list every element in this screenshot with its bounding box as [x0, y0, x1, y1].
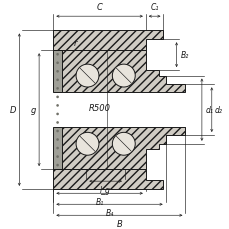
Text: R500: R500	[88, 104, 110, 112]
Text: B₁: B₁	[95, 197, 103, 206]
Circle shape	[56, 155, 59, 158]
Text: D: D	[10, 106, 16, 115]
Circle shape	[76, 65, 98, 88]
Text: r: r	[73, 39, 76, 48]
Polygon shape	[53, 128, 62, 169]
Circle shape	[56, 71, 59, 73]
Text: B: B	[116, 219, 122, 228]
Text: l_g: l_g	[100, 185, 111, 194]
Circle shape	[56, 88, 59, 90]
Circle shape	[56, 54, 59, 56]
Text: C₁: C₁	[150, 3, 158, 12]
Text: B₂: B₂	[180, 51, 188, 60]
Text: g: g	[31, 106, 36, 115]
Circle shape	[56, 113, 59, 116]
Circle shape	[56, 122, 59, 124]
Text: d₁: d₁	[204, 106, 212, 115]
Circle shape	[56, 147, 59, 150]
Circle shape	[56, 62, 59, 65]
Circle shape	[76, 133, 98, 155]
Polygon shape	[62, 128, 185, 169]
Circle shape	[56, 139, 59, 141]
Circle shape	[56, 105, 59, 107]
Circle shape	[112, 65, 135, 88]
Text: B₄: B₄	[105, 208, 113, 217]
Polygon shape	[53, 31, 163, 51]
Text: d₂: d₂	[214, 106, 222, 115]
Circle shape	[56, 130, 59, 133]
Polygon shape	[53, 169, 163, 189]
Text: C: C	[96, 3, 102, 12]
Circle shape	[56, 96, 59, 99]
Polygon shape	[53, 51, 62, 93]
Circle shape	[56, 164, 59, 167]
Circle shape	[112, 133, 135, 155]
Circle shape	[56, 79, 59, 82]
Polygon shape	[62, 51, 185, 93]
